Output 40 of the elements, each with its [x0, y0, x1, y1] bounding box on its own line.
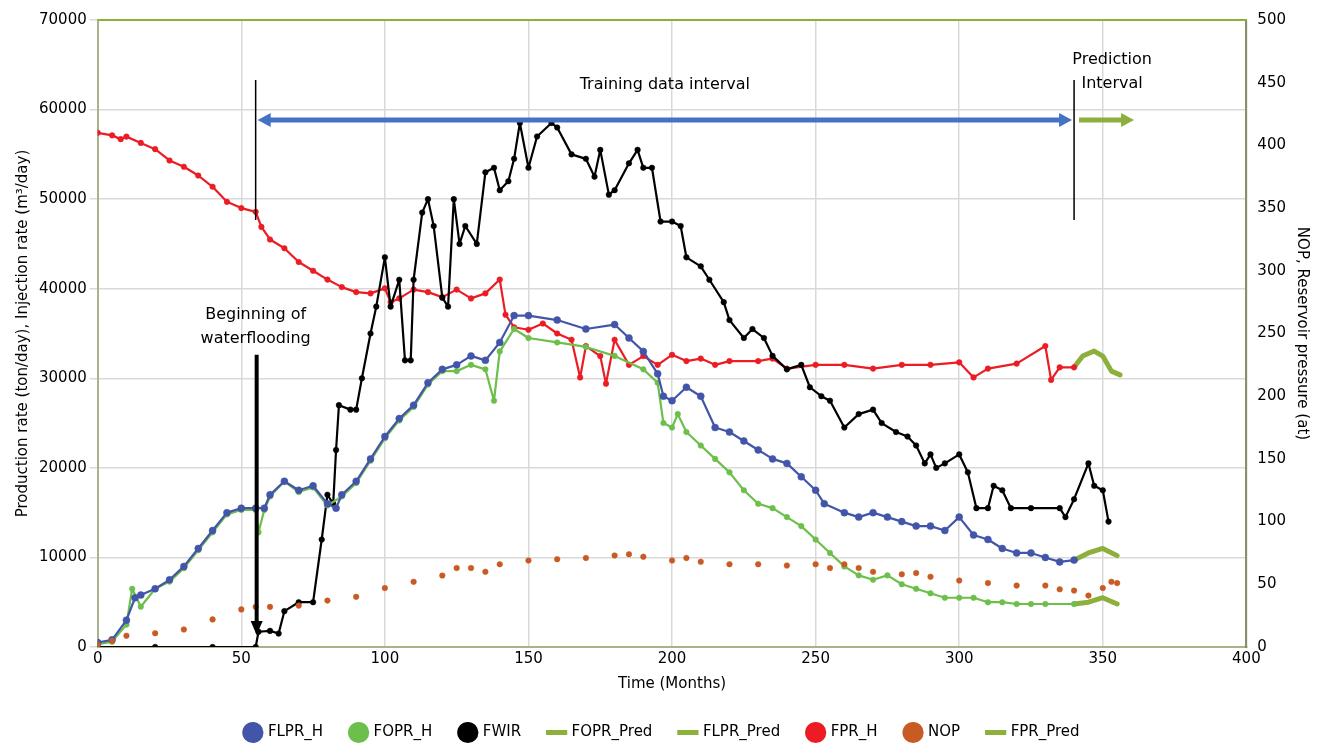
y2-tick-label: 150: [1257, 448, 1287, 467]
y2-tick-label: 200: [1257, 386, 1287, 405]
x-tick-label: 150: [514, 648, 543, 667]
legend-label: FPR_H: [830, 722, 878, 742]
y2-tick-label: 250: [1257, 323, 1287, 342]
x-tick-label: 300: [944, 648, 974, 667]
legend-label: FLPR_H: [267, 722, 324, 742]
x-tick-label: 100: [370, 648, 400, 667]
y2-tick-label: 350: [1257, 197, 1287, 216]
y2-axis-title: NOP, Reservoir pressure (at): [1294, 226, 1313, 441]
legend-label: FLPR_Pred: [702, 722, 781, 742]
x-tick-label: 0: [92, 648, 103, 667]
x-tick-label: 200: [657, 648, 687, 667]
y-tick-label: 10000: [39, 547, 87, 566]
y2-tick-label: 400: [1257, 135, 1287, 154]
annotation: Training data interval: [578, 74, 751, 94]
y-axis-title: Production rate (ton/day), Injection rate (m³/day): [12, 149, 31, 518]
y2-tick-label: 100: [1257, 511, 1287, 530]
y2-tick-label: 500: [1257, 9, 1287, 28]
annotation: Prediction Interval: [1072, 49, 1152, 93]
legend-label: FOPR_H: [373, 722, 433, 742]
x-tick-label: 250: [801, 648, 830, 667]
y-tick-label: 60000: [39, 99, 87, 118]
y-tick-label: 70000: [39, 9, 87, 28]
legend-label: FOPR_Pred: [571, 722, 653, 742]
x-axis-title: Time (Months): [617, 673, 727, 692]
y-tick-label: 0: [77, 636, 87, 655]
y2-tick-label: 50: [1257, 574, 1277, 593]
y-tick-label: 40000: [39, 278, 87, 297]
annotation: Beginning of waterflooding: [200, 303, 311, 347]
y-tick-label: 30000: [39, 368, 87, 387]
x-tick-label: 50: [231, 648, 251, 667]
legend-label: FPR_Pred: [1010, 722, 1080, 742]
y-tick-label: 50000: [39, 189, 87, 208]
legend-label: NOP: [928, 722, 961, 741]
y-tick-label: 20000: [39, 457, 87, 476]
legend-label: FWIR: [482, 722, 522, 741]
x-tick-label: 350: [1088, 648, 1118, 667]
y2-tick-label: 300: [1257, 260, 1287, 279]
y2-tick-label: 450: [1257, 72, 1287, 91]
